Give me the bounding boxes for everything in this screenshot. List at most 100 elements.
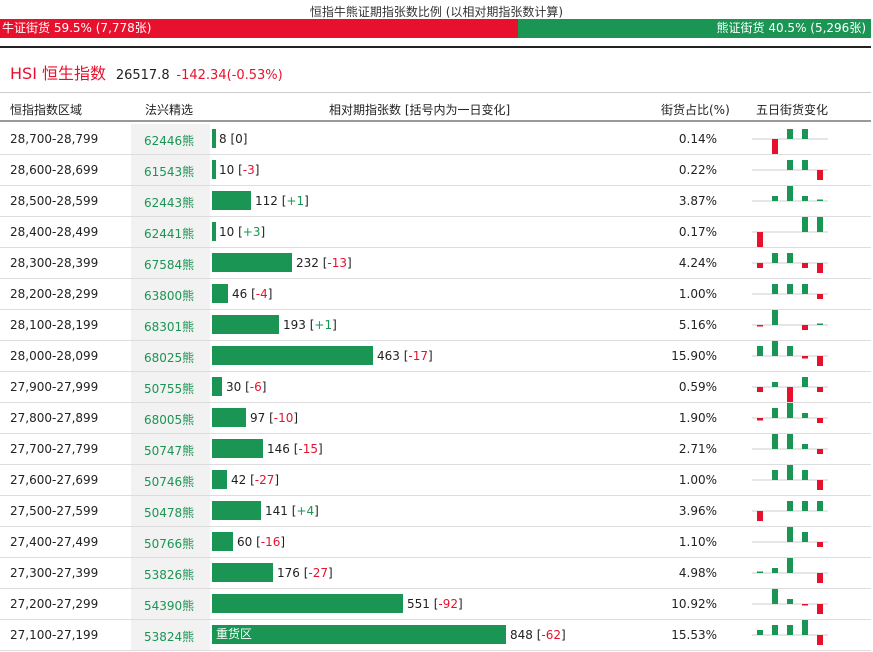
sparkline-bar	[757, 387, 763, 392]
five-day-sparkline	[752, 377, 828, 402]
warrant-code-link[interactable]: 50755熊	[131, 372, 210, 402]
bracket: ]	[428, 349, 433, 363]
contracts-value: 46 [-4]	[232, 287, 272, 301]
warrant-code-link[interactable]: 53826熊	[131, 558, 210, 588]
sparkline-bar	[772, 470, 778, 480]
daily-change: +1	[314, 318, 333, 332]
daily-change: -4	[255, 287, 268, 301]
table-row: 28,100-28,199 68301熊 193 [+1] 5.16%	[0, 310, 871, 341]
contracts-bar	[212, 191, 251, 210]
bracket: ]	[458, 597, 463, 611]
warrant-code-link[interactable]: 50766熊	[131, 527, 210, 557]
sparkline-bar	[817, 542, 823, 547]
contracts-value: 463 [-17]	[377, 349, 433, 363]
sparkline-bar	[757, 263, 763, 268]
contracts-value: 10 [-3]	[219, 163, 259, 177]
bracket: ]	[304, 194, 309, 208]
sparkline-bar	[817, 170, 823, 180]
table-row: 28,400-28,499 62441熊 10 [+3] 0.17%	[0, 217, 871, 248]
contracts-value: 8 [0]	[219, 132, 247, 146]
warrant-code-link[interactable]: 62441熊	[131, 217, 210, 247]
bull-share-segment: 牛证街货 59.5% (7,778张)	[0, 19, 518, 38]
index-name: HSI 恒生指数	[10, 64, 106, 83]
warrant-code-link[interactable]: 62446熊	[131, 124, 210, 154]
sparkline-bar	[817, 294, 823, 299]
sparkline-bar	[772, 382, 778, 387]
warrant-code-link[interactable]: 50747熊	[131, 434, 210, 464]
contracts-value: 146 [-15]	[267, 442, 323, 456]
contracts-bar	[212, 501, 261, 520]
sparkline-bar	[802, 356, 808, 359]
sparkline-bar	[817, 635, 823, 645]
sparkline-bar	[787, 346, 793, 356]
warrant-code-link[interactable]: 53824熊	[131, 620, 210, 650]
sparkline-bar	[787, 527, 793, 542]
header-share: 街货占比(%)	[661, 103, 730, 117]
bracket: ]	[328, 566, 333, 580]
strike-range: 27,100-27,199	[10, 628, 99, 642]
share-percent: 2.71%	[678, 442, 717, 456]
sparkline-bar	[757, 232, 763, 247]
warrant-code-link[interactable]: 50746熊	[131, 465, 210, 495]
sparkline-bar	[802, 129, 808, 139]
warrant-code-link[interactable]: 50478熊	[131, 496, 210, 526]
strike-range: 28,000-28,099	[10, 349, 99, 363]
warrant-code-link[interactable]: 61543熊	[131, 155, 210, 185]
sparkline-bar	[787, 403, 793, 418]
share-percent: 4.98%	[678, 566, 717, 580]
bracket: ]	[293, 411, 299, 425]
strike-range: 27,900-27,999	[10, 380, 99, 394]
contracts-bar	[212, 408, 246, 427]
daily-change: -3	[242, 163, 255, 177]
warrant-code-link[interactable]: 63800熊	[131, 279, 210, 309]
contracts-count: 46	[232, 287, 248, 301]
share-percent: 3.87%	[678, 194, 717, 208]
daily-change: -27	[254, 473, 275, 487]
warrant-code-link[interactable]: 62443熊	[131, 186, 210, 216]
warrant-code-link[interactable]: 54390熊	[131, 589, 210, 619]
contracts-count: 141	[265, 504, 288, 518]
contracts-bar	[212, 377, 222, 396]
sparkline-bar	[817, 449, 823, 454]
header-five-day: 五日街货变化	[756, 103, 829, 117]
contracts-value: 232 [-13]	[296, 256, 352, 270]
sparkline-bar	[757, 630, 763, 635]
sparkline-bar	[772, 434, 778, 449]
daily-change: +1	[286, 194, 305, 208]
contracts-count: 193	[283, 318, 306, 332]
five-day-sparkline	[752, 620, 828, 645]
table-row: 28,600-28,699 61543熊 10 [-3] 0.22%	[0, 155, 871, 186]
contracts-value: 551 [-92]	[407, 597, 463, 611]
contracts-count: 8	[219, 132, 227, 146]
strike-range: 27,400-27,499	[10, 535, 99, 549]
contracts-bar	[212, 439, 263, 458]
warrant-code-link[interactable]: 68301熊	[131, 310, 210, 340]
warrant-code-link[interactable]: 68005熊	[131, 403, 210, 433]
warrant-code-link[interactable]: 67584熊	[131, 248, 210, 278]
strike-range: 28,200-28,299	[10, 287, 99, 301]
bracket: [	[234, 163, 243, 177]
index-price: 26517.8	[115, 68, 170, 83]
share-percent: 1.00%	[678, 287, 717, 301]
table-row: 27,800-27,899 68005熊 97 [-10] 1.90%	[0, 403, 871, 434]
warrant-code-link[interactable]: 68025熊	[131, 341, 210, 371]
sparkline-bar	[817, 604, 823, 614]
share-percent: 10.92%	[671, 597, 717, 611]
daily-change: -15	[298, 442, 319, 456]
sparkline-bar	[787, 129, 793, 139]
bracket: [	[252, 535, 261, 549]
sparkline-bar	[802, 620, 808, 635]
sparkline-bar	[757, 325, 763, 327]
share-percent: 15.53%	[671, 628, 717, 642]
bracket: ]	[318, 442, 323, 456]
strike-range: 28,400-28,499	[10, 225, 99, 239]
contracts-value: 42 [-27]	[231, 473, 279, 487]
contracts-count: 176	[277, 566, 300, 580]
contracts-bar	[212, 346, 373, 365]
share-percent: 1.90%	[678, 411, 717, 425]
bracket: ]	[561, 628, 566, 642]
bracket: [	[226, 132, 236, 146]
bracket: ]	[261, 380, 267, 394]
sparkline-bar	[802, 284, 808, 294]
strike-range: 28,500-28,599	[10, 194, 99, 208]
